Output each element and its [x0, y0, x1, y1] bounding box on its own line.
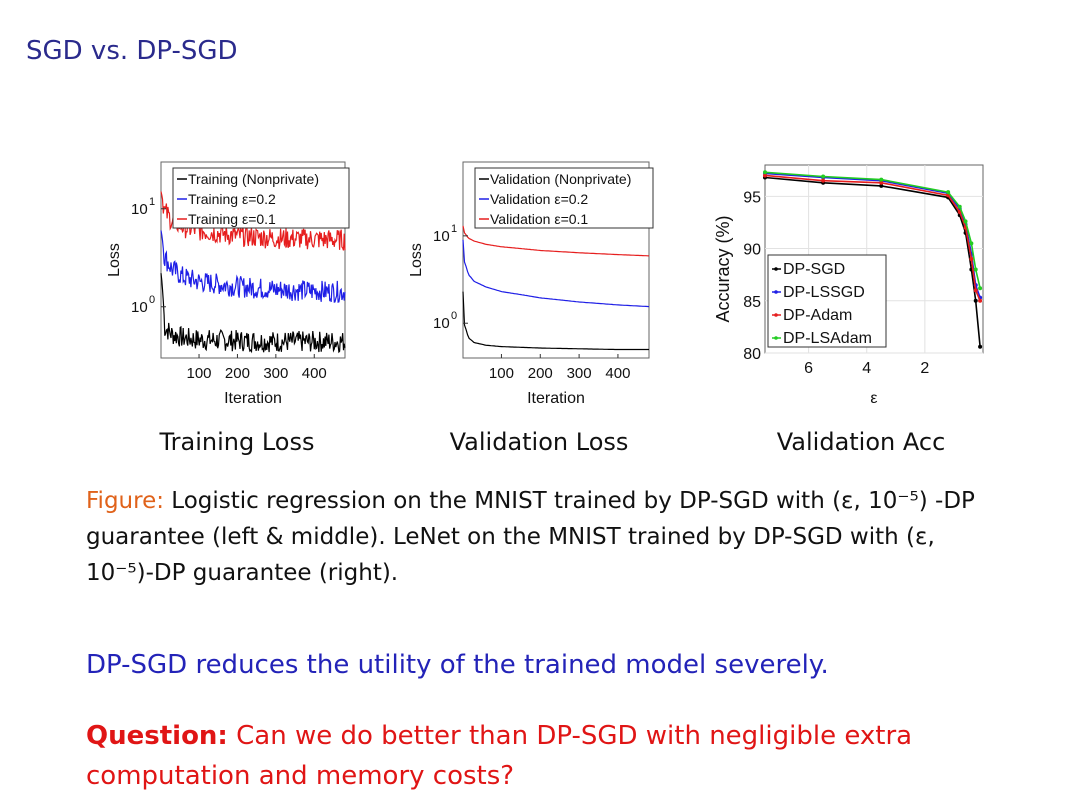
question-text: Question: Can we do better than DP-SGD w… [86, 716, 1006, 796]
y-tick-label: 95 [743, 189, 761, 206]
y-axis-label: Accuracy (%) [713, 215, 733, 322]
series-line-0 [160, 273, 346, 354]
legend: DP-SGD DP-LSSGD DP-Adam DP-LSAdam [767, 254, 887, 348]
legend-entry-2: DP-Adam [783, 307, 852, 324]
y-axis-label: Loss [408, 243, 425, 277]
series-point-2 [969, 257, 974, 261]
series-point-3 [969, 241, 974, 246]
series-point-3 [978, 286, 983, 291]
x-tick-label: 6 [804, 360, 813, 377]
question-body: Can we do better than DP-SGD with neglig… [86, 721, 913, 791]
x-axis-label: ε [870, 390, 877, 407]
figure-caption: Figure: Logistic regression on the MNIST… [86, 483, 1006, 591]
legend-marker-2 [774, 313, 778, 317]
y-tick-exponent: 1 [451, 223, 457, 235]
y-axis-label: Loss [106, 243, 123, 277]
x-tick-label: 200 [528, 365, 553, 382]
legend-box [767, 254, 887, 348]
figure-caption-body: Logistic regression on the MNIST trained… [86, 488, 975, 586]
legend-entry-0: Training (Nonprivate) [188, 171, 319, 187]
series-line-1 [462, 239, 650, 308]
series-point-3 [821, 174, 826, 179]
legend-entry-1: DP-LSSGD [783, 284, 865, 301]
y-tick-label: 80 [743, 346, 761, 363]
y-tick-label: 90 [743, 242, 761, 259]
legend: Training (Nonprivate) Training ε=0.2 Train… [172, 167, 350, 229]
y-tick-exponent: 1 [149, 196, 155, 208]
legend-box [474, 167, 654, 229]
y-tick-label: 85 [743, 294, 761, 311]
y-tick-exponent: 0 [149, 294, 155, 306]
series-point-3 [763, 170, 767, 175]
subplot-caption-validation-acc: Validation Acc [776, 428, 946, 456]
series-line-1 [160, 230, 346, 303]
legend-entry-2: Training ε=0.1 [188, 211, 276, 227]
y-tick-label: 10 [131, 299, 148, 316]
legend-entry-1: Validation ε=0.2 [490, 191, 588, 207]
series-point-3 [957, 204, 962, 209]
series-point-0 [978, 344, 983, 349]
x-axis-label: Iteration [527, 390, 585, 407]
series-point-2 [763, 173, 767, 178]
legend-marker-1 [774, 290, 778, 294]
x-tick-label: 4 [862, 360, 871, 377]
legend-marker-0 [774, 267, 778, 271]
takeaway-text: DP-SGD reduces the utility of the traine… [86, 650, 829, 680]
x-tick-label: 300 [263, 365, 288, 382]
legend-entry-0: DP-SGD [783, 261, 845, 278]
y-tick-label: 10 [433, 315, 450, 332]
x-axis-label: Iteration [224, 390, 282, 407]
x-tick-label: 100 [187, 365, 212, 382]
figure-caption-lead: Figure: [86, 488, 164, 514]
chart-validation-acc: 6 4 2 80 85 90 95 ε Accuracy (%) DP-SGD DP-LSSGD DP… [706, 150, 996, 424]
legend-marker-3 [774, 336, 778, 340]
legend-box [172, 167, 350, 229]
x-tick-label: 400 [605, 365, 630, 382]
slide-title: SGD vs. DP-SGD [26, 36, 238, 66]
legend-entry-3: DP-LSAdam [783, 330, 872, 347]
legend-entry-0: Validation (Nonprivate) [490, 171, 631, 187]
series-point-3 [973, 267, 978, 272]
series-line-2 [462, 225, 650, 257]
x-tick-label: 100 [489, 365, 514, 382]
y-tick-label: 10 [433, 228, 450, 245]
chart-training-loss: 100 200 300 400 10 1 10 0 Iteration Loss Training … [100, 150, 360, 424]
series-point-2 [879, 180, 884, 185]
subplot-caption-training-loss: Training Loss [159, 428, 315, 456]
question-label: Question: [86, 721, 228, 751]
series-point-2 [973, 288, 978, 293]
series-point-0 [879, 183, 884, 188]
series-point-3 [963, 219, 968, 224]
x-tick-label: 200 [225, 365, 250, 382]
y-tick-label: 10 [131, 201, 148, 218]
series-point-3 [946, 190, 951, 195]
series-point-2 [978, 298, 983, 303]
x-tick-label: 2 [920, 360, 929, 377]
legend-entry-1: Training ε=0.2 [188, 191, 276, 207]
subplot-caption-validation-loss: Validation Loss [449, 428, 629, 456]
chart-validation-loss: 100 200 300 400 10 1 10 0 Iteration Loss Validatio… [404, 150, 664, 424]
series-point-0 [973, 298, 978, 303]
x-tick-label: 300 [567, 365, 592, 382]
y-tick-exponent: 0 [451, 310, 457, 322]
series-point-3 [879, 177, 884, 182]
series-point-2 [821, 178, 826, 183]
legend-entry-2: Validation ε=0.1 [490, 211, 588, 227]
series-line-0 [462, 291, 649, 351]
legend: Validation (Nonprivate) Validation ε=0.2 V… [474, 167, 654, 229]
x-tick-label: 400 [302, 365, 327, 382]
